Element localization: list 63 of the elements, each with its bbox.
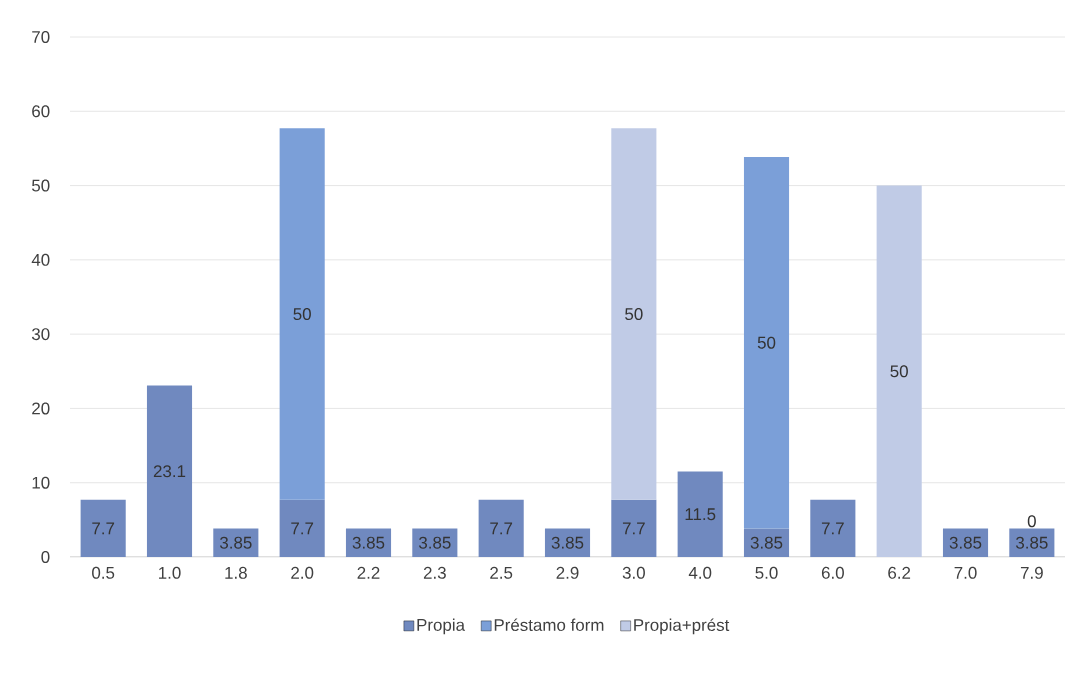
x-tick-label: 1.8 [225,566,247,579]
x-tick-label: 4.0 [688,566,712,579]
x-tick-label: 2.9 [556,566,579,579]
data-label: 50 [293,308,311,321]
x-tick-label: 7.0 [954,566,977,579]
data-label: 3.85 [219,536,252,549]
data-label: 0 [1027,515,1036,528]
bar [876,185,922,557]
y-tick-label: 60 [32,105,50,118]
y-tick-label: 20 [32,402,50,415]
x-tick-label: 2.0 [291,566,314,579]
bar [544,528,591,557]
data-label: 3.85 [352,536,385,549]
x-tick-label: 2.5 [490,566,513,579]
data-label: 11.5 [685,508,716,521]
x-tick-label: 7.9 [1020,566,1043,579]
bar [942,528,989,557]
y-tick-label: 50 [31,179,50,192]
data-label: 50 [890,365,908,378]
bar [743,528,790,557]
bar [412,528,458,557]
y-tick-label: 40 [31,253,50,266]
legend-label: Propia+prést [634,618,730,635]
legend-label: Préstamo form [494,618,604,632]
y-tick-label: 10 [32,476,50,489]
x-tick-label: 6.0 [821,566,844,579]
x-tick-label: 3.0 [622,566,645,579]
data-label: 7.7 [821,522,844,535]
y-tick-label: 0 [41,551,50,563]
x-tick-label: 2.2 [357,566,380,579]
data-label: 7.7 [490,522,513,535]
bar [743,156,790,529]
data-label: 50 [757,336,776,349]
y-tick-label: 70 [32,31,50,43]
y-tick-label: 30 [31,328,50,341]
data-label: 23.1 [153,465,186,478]
x-tick-label: 2.3 [423,566,446,579]
bar [80,499,126,557]
bar [478,499,524,557]
data-label: 50 [625,308,643,321]
data-label: 7.7 [291,522,314,535]
bar [213,528,259,557]
data-label: 3.85 [949,536,982,549]
bar [611,128,657,500]
data-label: 3.85 [551,536,584,549]
bar [345,528,392,557]
data-label: 3.85 [1016,536,1048,549]
bar [611,499,657,557]
data-label: 3.85 [750,536,783,549]
bar [146,385,193,557]
data-label: 3.85 [419,536,451,549]
bar [810,499,856,557]
x-tick-label: 1.0 [159,566,181,579]
data-label: 7.7 [622,522,645,535]
x-tick-label: 5.0 [755,566,778,579]
legend-label: Propia [417,618,466,635]
data-label: 7.7 [92,522,115,535]
bar [1009,528,1055,557]
bar [279,128,325,500]
x-tick-label: 0.5 [92,566,115,579]
bar [677,471,723,557]
bar [279,499,325,557]
x-tick-label: 6.2 [888,566,911,579]
